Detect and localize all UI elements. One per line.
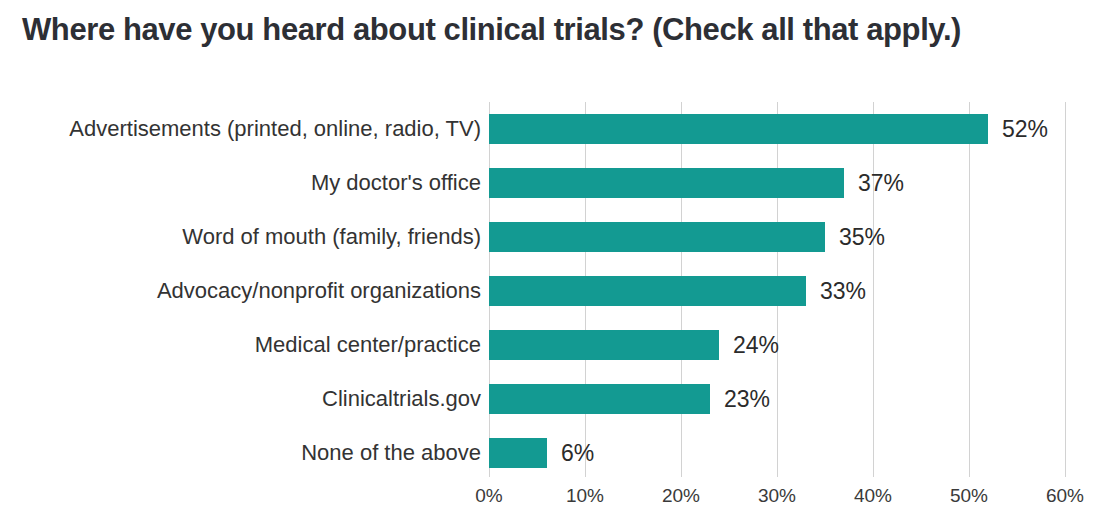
gridline	[969, 102, 970, 477]
value-label: 35%	[839, 222, 885, 252]
value-label: 6%	[561, 438, 594, 468]
category-label: My doctor's office	[0, 168, 481, 198]
bar-chart-figure: Where have you heard about clinical tria…	[0, 0, 1106, 527]
bar	[489, 168, 844, 198]
category-label: Word of mouth (family, friends)	[0, 222, 481, 252]
value-label: 23%	[724, 384, 770, 414]
bar	[489, 384, 710, 414]
plot-area: 52% 37% 35% 33% 24% 23% 6%	[489, 102, 1065, 477]
x-tick-label: 30%	[758, 485, 796, 507]
value-label: 52%	[1002, 114, 1048, 144]
category-label: Clinicaltrials.gov	[0, 384, 481, 414]
gridline	[873, 102, 874, 477]
value-label: 33%	[820, 276, 866, 306]
category-label: Advocacy/nonprofit organizations	[0, 276, 481, 306]
chart-title: Where have you heard about clinical tria…	[22, 12, 961, 48]
x-tick-label: 0%	[475, 485, 502, 507]
category-label: Medical center/practice	[0, 330, 481, 360]
bar	[489, 276, 806, 306]
x-tick-label: 50%	[950, 485, 988, 507]
x-tick-label: 20%	[662, 485, 700, 507]
category-label: None of the above	[0, 438, 481, 468]
bar	[489, 330, 719, 360]
gridline	[1065, 102, 1066, 477]
value-label: 37%	[858, 168, 904, 198]
bar	[489, 114, 988, 144]
value-label: 24%	[733, 330, 779, 360]
x-tick-label: 10%	[566, 485, 604, 507]
bar	[489, 438, 547, 468]
x-tick-label: 40%	[854, 485, 892, 507]
bar	[489, 222, 825, 252]
category-label: Advertisements (printed, online, radio, …	[0, 114, 481, 144]
x-tick-label: 60%	[1046, 485, 1084, 507]
